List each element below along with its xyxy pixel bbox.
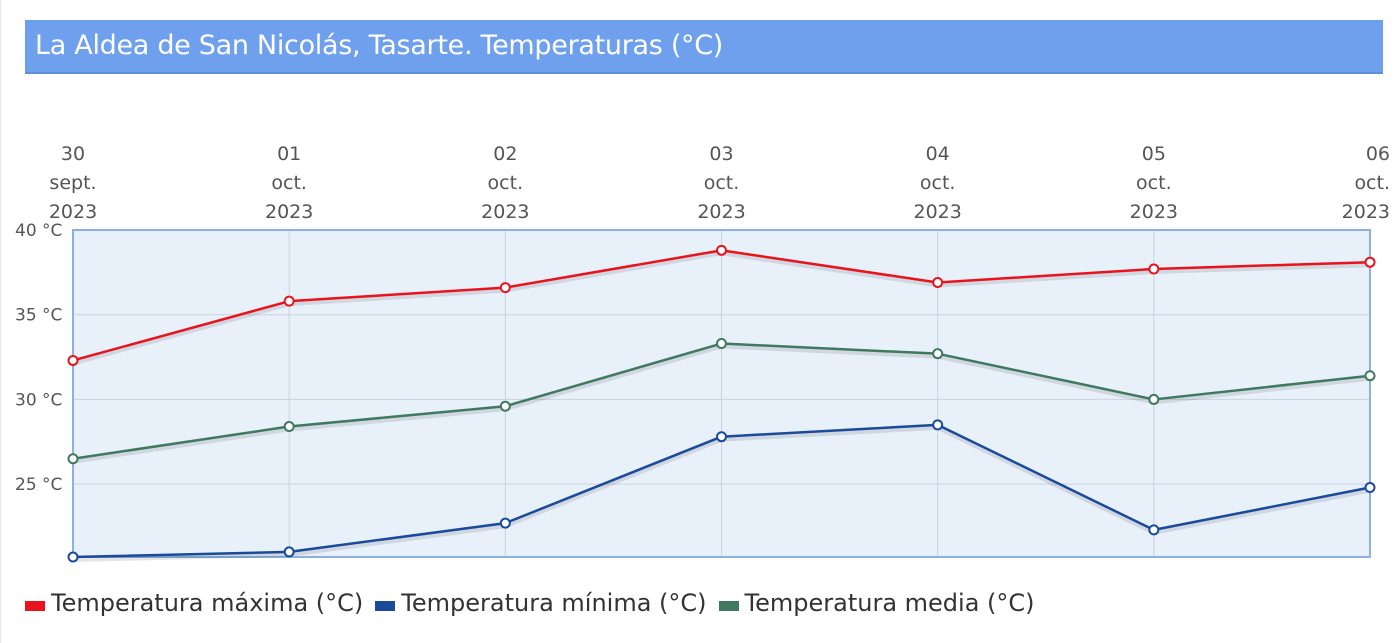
legend-swatch [25, 601, 45, 611]
x-tick-label-month: oct. [1136, 172, 1172, 194]
plot-border [72, 229, 1371, 558]
data-point [716, 244, 727, 256]
x-tick-label-year: 2023 [1342, 201, 1390, 223]
data-point [932, 277, 944, 289]
data-point [716, 431, 727, 443]
x-tick-label-year: 2023 [1130, 201, 1178, 223]
data-point [1364, 256, 1376, 268]
y-tick-label: 30 °C [15, 390, 62, 410]
chart-title: La Aldea de San Nicolás, Tasarte. Temper… [35, 30, 724, 61]
x-tick-label-day: 02 [493, 143, 517, 165]
x-tick-label-day: 06 [1366, 143, 1390, 165]
legend: Temperatura máxima (°C) Temperatura mínim… [25, 589, 1047, 617]
x-tick-label-year: 2023 [49, 201, 97, 223]
data-point [1364, 370, 1376, 382]
data-point [932, 419, 944, 431]
x-tick-label-day: 04 [926, 143, 950, 165]
x-tick-label-month: sept. [49, 172, 96, 194]
x-tick-label-month: oct. [1354, 172, 1390, 194]
x-tick-label-month: oct. [271, 172, 307, 194]
data-point [283, 421, 295, 433]
legend-swatch [375, 601, 396, 611]
x-tick-label-day: 01 [277, 143, 301, 165]
legend-label: Temperatura mínima (°C) [401, 589, 707, 617]
legend-swatch [718, 601, 739, 611]
data-point [716, 338, 727, 350]
y-tick-label: 25 °C [15, 475, 62, 495]
x-tick-label-month: oct. [488, 172, 524, 194]
data-point [1148, 263, 1160, 275]
y-tick-label: 35 °C [15, 306, 62, 326]
x-tick-label-year: 2023 [697, 201, 745, 223]
x-tick-label-year: 2023 [481, 201, 529, 223]
x-tick-label-day: 03 [709, 143, 733, 165]
data-point [67, 354, 79, 366]
data-point [283, 546, 295, 558]
x-tick-label-day: 05 [1142, 143, 1166, 165]
y-tick-label: 40 °C [15, 221, 62, 241]
data-point [1148, 524, 1160, 536]
data-point [499, 400, 511, 412]
data-point [499, 517, 511, 529]
x-tick-label-day: 30 [61, 143, 85, 165]
data-point [67, 453, 79, 465]
data-point [1364, 482, 1376, 494]
x-tick-label-year: 2023 [265, 201, 313, 223]
data-point [283, 295, 295, 307]
data-point [499, 282, 511, 294]
legend-item[interactable]: Temperatura media (°C) [718, 589, 1035, 617]
title-bar: La Aldea de San Nicolás, Tasarte. Temper… [25, 20, 1383, 74]
x-tick-label-month: oct. [704, 172, 740, 194]
x-tick-label-month: oct. [920, 172, 956, 194]
legend-item[interactable]: Temperatura mínima (°C) [375, 589, 707, 617]
data-point [932, 348, 944, 360]
legend-item[interactable]: Temperatura máxima (°C) [25, 589, 363, 617]
legend-label: Temperatura máxima (°C) [51, 589, 364, 617]
data-point [1148, 393, 1160, 405]
legend-label: Temperatura media (°C) [744, 589, 1035, 617]
data-point [67, 551, 79, 563]
x-tick-label-year: 2023 [913, 201, 961, 223]
